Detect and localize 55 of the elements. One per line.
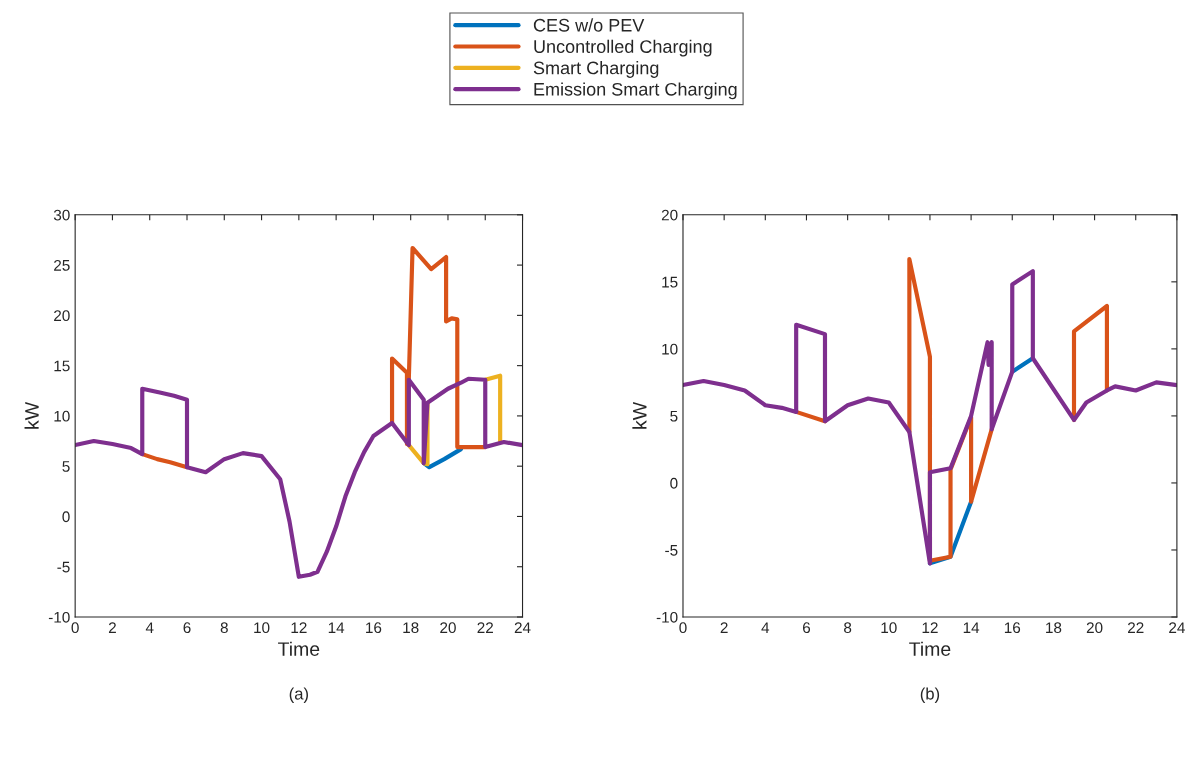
y-tick-label: 0	[62, 511, 70, 523]
y-tick-label: 15	[662, 276, 678, 288]
x-tick-label: 24	[1169, 622, 1185, 633]
y-tick-label: 20	[54, 310, 70, 322]
x-tick-label: 16	[366, 622, 382, 634]
x-tick-label: 6	[183, 622, 191, 634]
x-tick-label: 4	[761, 622, 770, 633]
x-tick-label: 2	[108, 622, 116, 633]
line-series	[682, 269, 1177, 566]
y-tick-label: 25	[54, 259, 70, 271]
x-tick-label: 20	[1086, 622, 1103, 634]
x-tick-label: 16	[1004, 622, 1021, 634]
x-tick-label: 22	[1128, 622, 1144, 633]
x-tick-label: 0	[71, 622, 79, 634]
x-tick-label: 22	[477, 622, 493, 633]
y-tick-label: 15	[54, 360, 70, 372]
y-tick-label: -10	[48, 611, 70, 623]
x-tick-label: 12	[922, 622, 938, 633]
x-tick-label: 8	[220, 622, 228, 634]
x-axis-title: Time	[909, 641, 951, 656]
legend-label: Emission Smart Charging	[534, 82, 737, 100]
y-axis-title: kW	[24, 401, 39, 429]
line-series	[75, 376, 523, 579]
y-axis-title: kW	[632, 401, 647, 429]
x-tick-label: 12	[291, 622, 307, 633]
x-tick-label: 14	[328, 622, 345, 633]
x-tick-label: 14	[963, 622, 980, 633]
y-tick-label: 10	[662, 343, 678, 355]
x-tick-label: 10	[254, 622, 270, 634]
y-tick-label: 10	[54, 410, 70, 422]
x-tick-label: 20	[440, 622, 456, 634]
x-tick-label: 24	[514, 622, 531, 633]
x-tick-label: 18	[403, 622, 419, 634]
x-tick-label: 4	[145, 622, 154, 633]
y-tick-label: -10	[656, 611, 678, 623]
legend-label: Uncontrolled Charging	[534, 39, 712, 57]
y-tick-label: 5	[670, 410, 678, 422]
text: (a)	[289, 687, 308, 703]
x-tick-label: 18	[1046, 622, 1062, 634]
legend-label: CES w/o PEV	[533, 18, 645, 32]
y-tick-label: 0	[670, 477, 678, 489]
y-tick-label: -5	[57, 561, 70, 573]
x-tick-label: 0	[679, 622, 687, 634]
x-tick-label: 10	[881, 622, 897, 634]
x-axis-title: Time	[278, 641, 320, 656]
y-tick-label: 5	[62, 461, 70, 472]
x-tick-label: 2	[720, 622, 728, 633]
y-tick-label: 30	[53, 209, 70, 221]
text: (b)	[920, 687, 940, 703]
x-tick-label: 6	[803, 622, 811, 634]
line-series	[1071, 303, 1110, 423]
legend-label: Smart Charging	[533, 61, 659, 78]
x-tick-label: 8	[844, 622, 852, 634]
y-tick-label: 20	[661, 209, 678, 221]
y-tick-label: -5	[665, 545, 678, 556]
